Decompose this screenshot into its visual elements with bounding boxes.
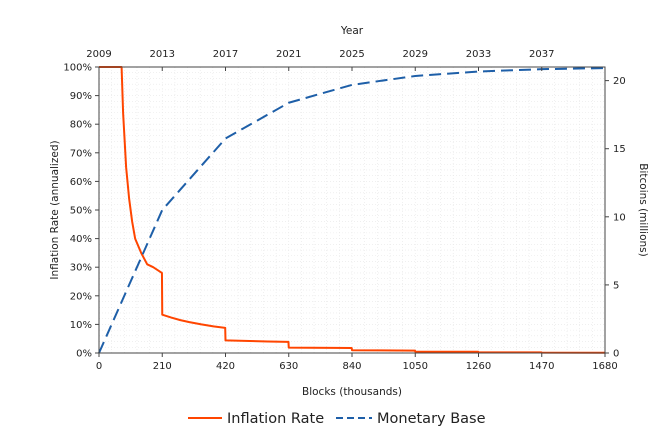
series-lines: [98, 66, 606, 354]
legend-label-monetary-base: Monetary Base: [377, 411, 486, 427]
y-left-tick-label: 20%: [70, 291, 92, 302]
x-bottom-tick-label: 210: [153, 361, 172, 372]
grid-lines: [99, 67, 605, 353]
x-bottom-tick-label: 840: [342, 361, 361, 372]
y-right-tick-label: 0: [613, 349, 619, 360]
y-right-tick-label: 10: [613, 212, 626, 223]
y-left-tick-label: 90%: [70, 91, 92, 102]
y-right-tick-label: 15: [613, 144, 626, 155]
y-right-tick-label: 20: [613, 76, 626, 87]
x-top-axis-title: Year: [340, 25, 364, 37]
x-top-tick-label: 2009: [86, 49, 111, 60]
x-bottom-tick-label: 1260: [466, 361, 491, 372]
x-top-tick-label: 2033: [466, 49, 491, 60]
inflation-rate-line: [99, 66, 606, 354]
y-left-tick-label: 100%: [63, 63, 92, 74]
y-left-tick-label: 30%: [70, 263, 92, 274]
y-left-tick-label: 10%: [70, 320, 92, 331]
y-left-tick-label: 40%: [70, 234, 92, 245]
y-right-tick-label: 5: [613, 280, 619, 291]
y-left-tick-label: 80%: [70, 120, 92, 131]
monetary-base-line: [98, 67, 606, 354]
x-bottom-axis-title: Blocks (thousands): [302, 386, 402, 398]
y-left-tick-label: 60%: [70, 177, 92, 188]
y-left-tick-label: 50%: [70, 206, 92, 217]
x-bottom-tick-label: 630: [279, 361, 298, 372]
x-bottom-tick-label: 1470: [529, 361, 554, 372]
y-left-tick-label: 0%: [76, 349, 92, 360]
axes: [95, 66, 609, 357]
x-top-tick-label: 2025: [339, 49, 364, 60]
legend: Inflation Rate Monetary Base: [188, 411, 486, 427]
x-bottom-tick-label: 1050: [403, 361, 428, 372]
x-top-tick-label: 2013: [150, 49, 175, 60]
x-top-tick-label: 2021: [276, 49, 301, 60]
y-left-tick-label: 70%: [70, 148, 92, 159]
x-bottom-tick-label: 420: [216, 361, 235, 372]
x-top-tick-label: 2017: [213, 49, 238, 60]
legend-label-inflation-rate: Inflation Rate: [227, 411, 324, 427]
y-left-axis-title: Inflation Rate (annualized): [49, 140, 61, 279]
x-bottom-tick-label: 1680: [592, 361, 617, 372]
y-right-axis-title: Bitcoins (millions): [637, 163, 649, 256]
x-top-tick-label: 2029: [403, 49, 428, 60]
x-top-tick-label: 2037: [529, 49, 554, 60]
x-bottom-tick-label: 0: [96, 361, 102, 372]
